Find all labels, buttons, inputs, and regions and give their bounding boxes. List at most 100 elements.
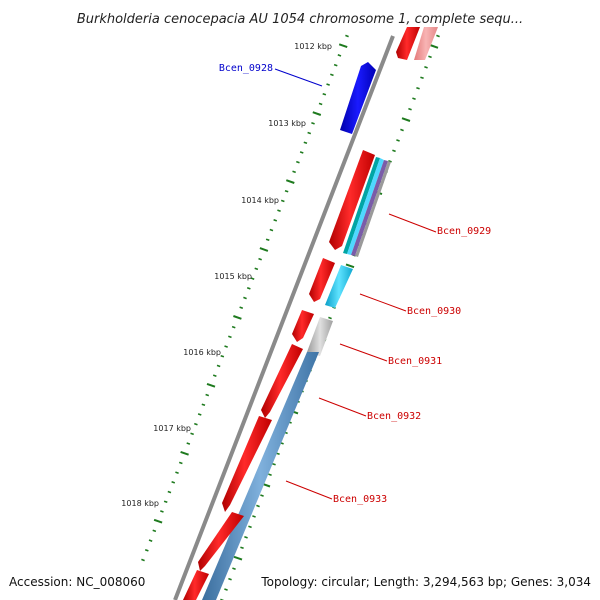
summary-text: Topology: circular; Length: 3,294,563 bp… (260, 575, 591, 589)
minor-tick (272, 462, 276, 466)
major-tick (401, 117, 411, 122)
minor-tick (284, 189, 289, 193)
minor-tick (416, 86, 420, 90)
minor-tick (265, 238, 270, 242)
minor-tick (163, 500, 168, 504)
minor-tick (436, 34, 440, 38)
minor-tick (178, 461, 183, 465)
minor-tick (248, 525, 252, 529)
minor-tick (220, 354, 225, 358)
minor-tick (212, 374, 217, 377)
gene-feature-bcen-0933[interactable] (222, 416, 272, 512)
scale-label: 1012 kbp (294, 42, 332, 51)
minor-tick (250, 277, 255, 280)
gene-feature[interactable] (183, 570, 209, 600)
minor-tick (420, 76, 424, 80)
gene-feature-bcen-0928[interactable] (340, 62, 376, 134)
minor-tick (318, 102, 323, 106)
minor-tick (205, 393, 210, 397)
minor-tick (277, 209, 281, 212)
minor-tick (224, 345, 228, 348)
minor-tick (337, 54, 342, 57)
scale-labels: 1012 kbp 1013 kbp 1014 kbp 1015 kbp 1016… (121, 42, 332, 508)
minor-tick (273, 219, 278, 222)
gene-feature-bcen-0933-product[interactable] (202, 352, 319, 600)
gene-feature[interactable] (396, 27, 420, 60)
major-tick (338, 43, 348, 49)
gene-feature-bcen-0931[interactable] (292, 310, 314, 342)
gene-feature-bcen-0932[interactable] (261, 344, 303, 418)
minor-tick (167, 490, 172, 494)
scale-label: 1013 kbp (268, 119, 306, 128)
gene-feature-bcen-0930[interactable] (309, 258, 335, 302)
scale-label: 1014 kbp (241, 196, 279, 205)
minor-tick (388, 160, 392, 163)
minor-tick (228, 577, 232, 581)
gene-label-bcen-0930[interactable]: Bcen_0930 (407, 306, 461, 317)
minor-tick (260, 494, 264, 497)
gene-label-bcen-0933[interactable]: Bcen_0933 (333, 494, 387, 505)
map-title: Burkholderia cenocepacia AU 1054 chromos… (77, 12, 523, 27)
minor-tick (160, 510, 164, 513)
major-tick (345, 263, 355, 269)
minor-tick (244, 536, 248, 539)
gene-labels: Bcen_0928 Bcen_0929 Bcen_0930 Bcen_0931 … (219, 63, 491, 505)
major-tick (153, 518, 163, 524)
scale-label: 1015 kbp (214, 272, 252, 281)
major-tick (233, 555, 243, 561)
minor-tick (254, 267, 259, 271)
major-tick (206, 382, 216, 388)
minor-tick (276, 452, 280, 456)
minor-tick (268, 473, 272, 476)
gene-feature[interactable] (198, 512, 244, 571)
minor-tick (326, 83, 330, 86)
minor-tick (186, 442, 191, 445)
major-tick (429, 44, 439, 49)
minor-tick (269, 228, 274, 232)
minor-tick (194, 422, 198, 426)
minor-tick (171, 481, 176, 484)
minor-tick (232, 567, 236, 570)
minor-tick (322, 92, 327, 96)
minor-tick (396, 139, 400, 142)
chromosome-backbone (173, 35, 395, 600)
minor-tick (280, 199, 285, 203)
minor-tick (424, 66, 428, 69)
major-tick (312, 111, 322, 116)
minor-tick (330, 73, 334, 77)
minor-tick (333, 63, 338, 67)
gene-feature-bcen-0929[interactable] (329, 150, 375, 250)
minor-tick (228, 335, 232, 339)
minor-tick (239, 306, 244, 310)
gene-label-bcen-0928[interactable]: Bcen_0928 (219, 63, 273, 74)
minor-tick (303, 141, 308, 145)
minor-tick (175, 471, 179, 474)
minor-tick (328, 316, 332, 320)
gene-feature[interactable] (414, 27, 438, 60)
major-tick (233, 315, 242, 320)
gene-label-bcen-0929[interactable]: Bcen_0929 (437, 226, 491, 237)
minor-tick (408, 107, 412, 111)
major-tick (180, 450, 189, 456)
gene-label-bcen-0932[interactable]: Bcen_0932 (367, 411, 421, 422)
leader-lines (274, 68, 437, 500)
minor-tick (152, 529, 157, 533)
minor-tick (400, 128, 404, 132)
gene-feature-bcen-0931-product[interactable] (307, 317, 333, 356)
gene-feature-bcen-0930-product[interactable] (325, 265, 353, 308)
minor-tick (190, 432, 194, 436)
minor-tick (412, 97, 416, 100)
minor-tick (240, 546, 244, 550)
minor-tick (252, 515, 256, 518)
minor-tick (216, 364, 221, 368)
minor-tick (231, 325, 236, 329)
feature-strip (351, 160, 388, 256)
minor-tick (246, 286, 251, 290)
major-tick (259, 247, 269, 252)
gene-label-bcen-0931[interactable]: Bcen_0931 (388, 356, 442, 367)
accession-text: Accession: NC_008060 (9, 575, 145, 589)
minor-tick (392, 149, 396, 153)
minor-tick (345, 34, 349, 38)
minor-tick (307, 131, 312, 135)
